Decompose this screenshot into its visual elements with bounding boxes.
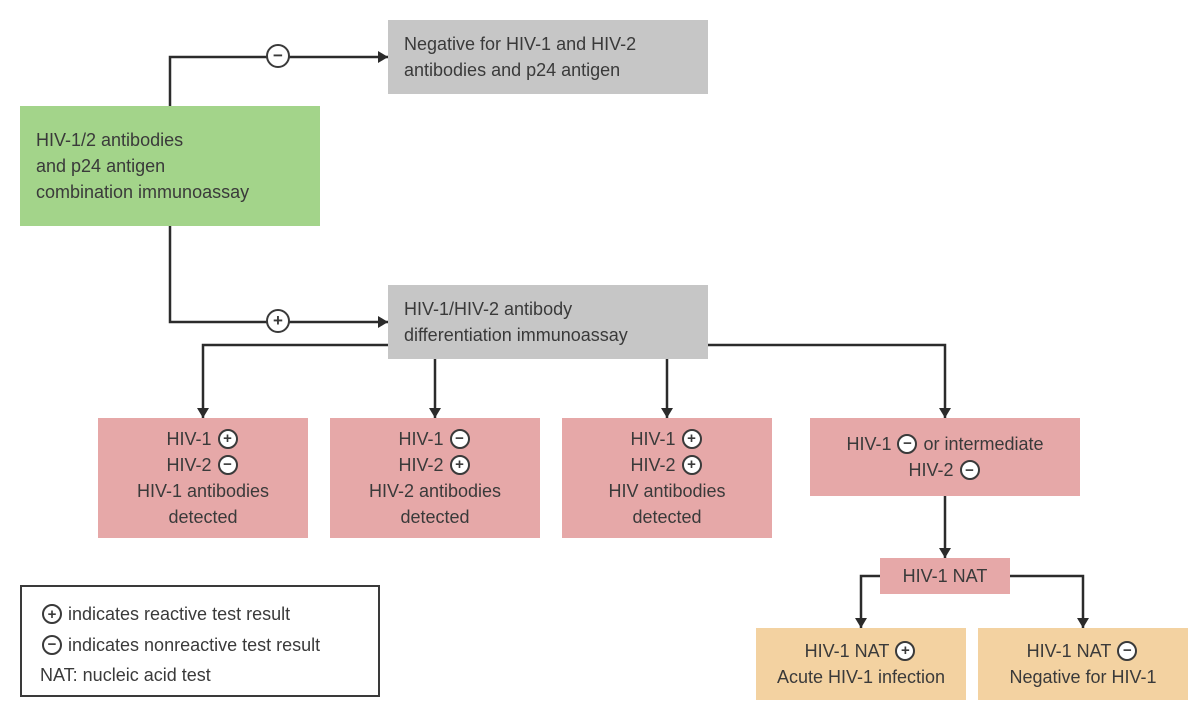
edge-marker-minus: − [266,44,290,68]
label: or intermediate [923,431,1043,457]
node-text: HIV-1 NAT [903,563,988,589]
label: HIV-2 [908,457,953,483]
node-text: HIV-2 antibodies [369,478,501,504]
plus-icon: + [682,429,702,449]
plus-icon: + [450,455,470,475]
node-line: HIV-1 + [630,426,703,452]
node-line: HIV-1−or intermediate [846,431,1043,457]
node-text: HIV antibodies [608,478,725,504]
node-line: HIV-2− [908,457,981,483]
label: HIV-1 [166,426,211,452]
node-line: HIV-2 + [398,452,471,478]
node-text: and p24 antigen [36,153,165,179]
node-r4: HIV-1−or intermediateHIV-2− [810,418,1080,496]
legend-text: NAT: nucleic acid test [40,660,360,691]
label: HIV-1 [630,426,675,452]
node-neg: Negative for HIV-1 and HIV-2antibodies a… [388,20,708,94]
node-text: Negative for HIV-1 and HIV-2 [404,31,636,57]
label: HIV-1 [398,426,443,452]
label: HIV-1 NAT [1027,638,1112,664]
node-nat_neg: HIV-1 NAT−Negative for HIV-1 [978,628,1188,700]
legend-text: indicates nonreactive test result [68,630,320,661]
node-r3: HIV-1 + HIV-2 + HIV antibodiesdetected [562,418,772,538]
node-text: HIV-1/HIV-2 antibody [404,296,572,322]
legend-row: + indicates reactive test result [40,599,360,630]
plus-icon: + [895,641,915,661]
legend-row: −indicates nonreactive test result [40,630,360,661]
legend-box: + indicates reactive test result−indicate… [20,585,380,697]
label: HIV-2 [166,452,211,478]
node-text: combination immunoassay [36,179,249,205]
legend-text: indicates reactive test result [68,599,290,630]
flowchart-canvas: HIV-1/2 antibodiesand p24 antigencombina… [0,0,1200,718]
minus-icon: − [42,635,62,655]
label: HIV-1 [846,431,891,457]
minus-icon: − [1117,641,1137,661]
node-text: differentiation immunoassay [404,322,628,348]
minus-icon: − [897,434,917,454]
node-r1: HIV-1+HIV-2−HIV-1 antibodiesdetected [98,418,308,538]
node-diff: HIV-1/HIV-2 antibodydifferentiation immu… [388,285,708,359]
node-text: detected [632,504,701,530]
node-r2: HIV-1−HIV-2 + HIV-2 antibodiesdetected [330,418,540,538]
node-text: detected [400,504,469,530]
label: HIV-2 [630,452,675,478]
node-line: HIV-1− [398,426,471,452]
minus-icon: − [218,455,238,475]
node-nat: HIV-1 NAT [880,558,1010,594]
node-line: HIV-1 NAT− [1027,638,1140,664]
node-line: HIV-1 + [166,426,239,452]
node-line: HIV-2 + [630,452,703,478]
node-text: antibodies and p24 antigen [404,57,620,83]
minus-icon: − [960,460,980,480]
label: HIV-2 [398,452,443,478]
node-text: HIV-1/2 antibodies [36,127,183,153]
edge-marker-plus: + [266,309,290,333]
node-start: HIV-1/2 antibodiesand p24 antigencombina… [20,106,320,226]
node-text: Negative for HIV-1 [1009,664,1156,690]
node-nat_pos: HIV-1 NAT+Acute HIV-1 infection [756,628,966,700]
node-text: detected [168,504,237,530]
plus-icon: + [682,455,702,475]
plus-icon: + [42,604,62,624]
node-line: HIV-1 NAT+ [805,638,918,664]
node-line: HIV-2− [166,452,239,478]
node-text: Acute HIV-1 infection [777,664,945,690]
node-text: HIV-1 antibodies [137,478,269,504]
minus-icon: − [450,429,470,449]
plus-icon: + [218,429,238,449]
label: HIV-1 NAT [805,638,890,664]
